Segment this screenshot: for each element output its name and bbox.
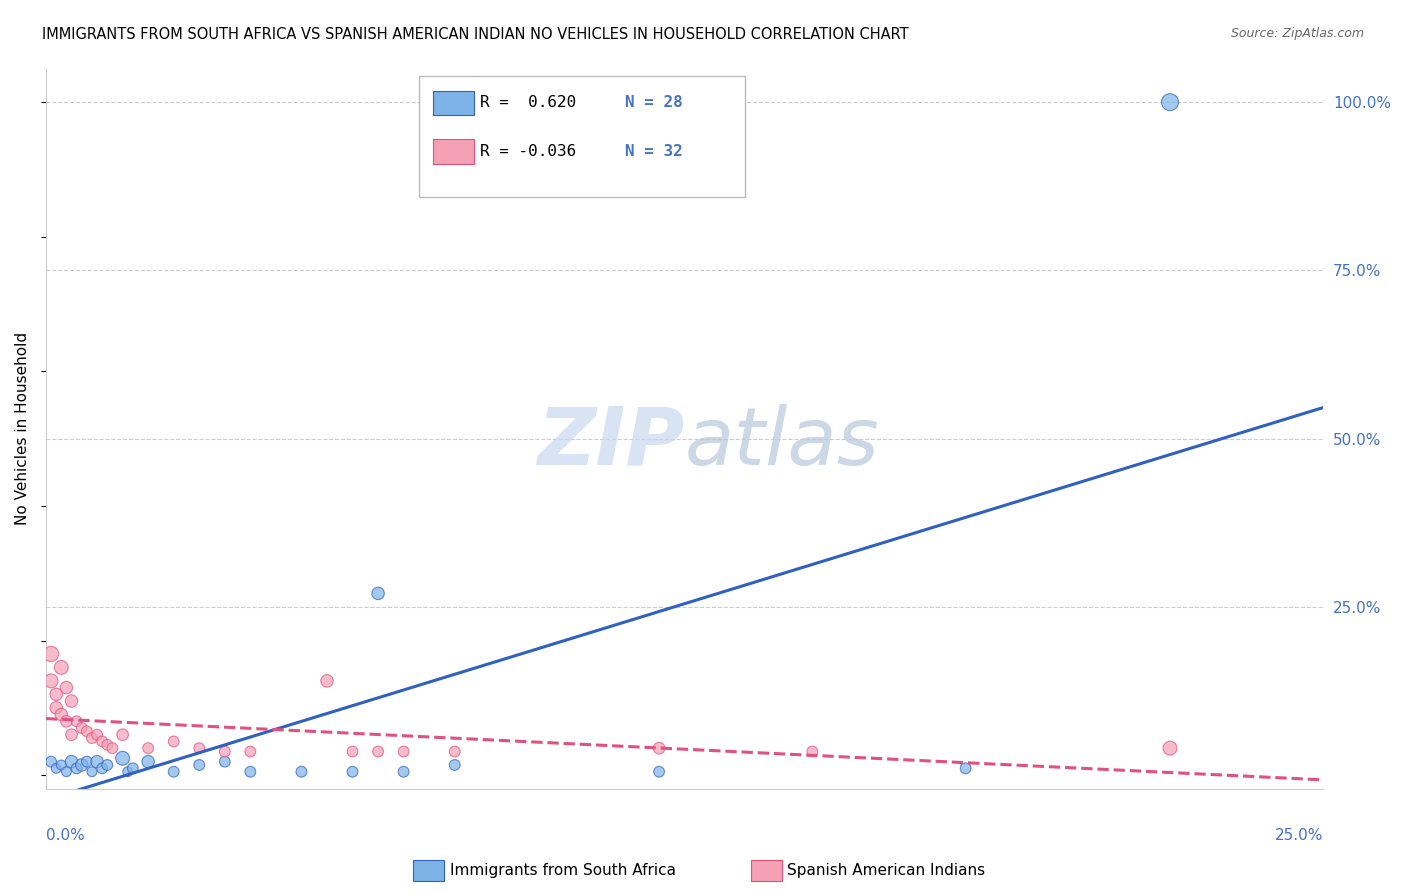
Point — [443, 758, 465, 772]
Point — [80, 764, 103, 779]
Text: R = -0.036: R = -0.036 — [481, 144, 576, 159]
Point — [955, 761, 977, 775]
Point — [342, 745, 364, 759]
Point — [51, 660, 73, 674]
FancyBboxPatch shape — [419, 76, 745, 196]
Point — [70, 758, 93, 772]
Point — [801, 745, 824, 759]
Point — [70, 721, 93, 735]
Point — [188, 741, 211, 756]
Point — [96, 758, 118, 772]
Point — [648, 764, 671, 779]
Point — [55, 764, 77, 779]
Point — [367, 745, 389, 759]
Point — [45, 700, 67, 714]
Point — [91, 761, 114, 775]
Point — [214, 755, 236, 769]
Point — [60, 755, 83, 769]
Point — [163, 734, 186, 748]
Point — [117, 764, 139, 779]
Point — [136, 741, 159, 756]
Point — [392, 764, 415, 779]
Point — [80, 731, 103, 745]
Text: atlas: atlas — [685, 404, 879, 482]
Point — [1159, 741, 1181, 756]
Point — [443, 745, 465, 759]
Point — [121, 761, 143, 775]
Point — [136, 755, 159, 769]
Point — [45, 761, 67, 775]
Point — [290, 764, 312, 779]
Point — [342, 764, 364, 779]
Point — [39, 647, 62, 661]
Point — [66, 761, 89, 775]
Point — [188, 758, 211, 772]
Text: N = 32: N = 32 — [624, 144, 682, 159]
Point — [648, 741, 671, 756]
Point — [111, 728, 134, 742]
Point — [39, 755, 62, 769]
FancyBboxPatch shape — [433, 91, 474, 115]
Point — [51, 758, 73, 772]
Text: 25.0%: 25.0% — [1275, 828, 1323, 843]
Point — [214, 745, 236, 759]
Point — [111, 751, 134, 765]
Point — [86, 728, 108, 742]
Point — [392, 745, 415, 759]
Point — [367, 586, 389, 600]
Point — [1159, 95, 1181, 110]
Text: ZIP: ZIP — [537, 404, 685, 482]
Point — [76, 755, 98, 769]
Point — [66, 714, 89, 729]
Point — [96, 738, 118, 752]
Point — [55, 714, 77, 729]
Point — [101, 741, 124, 756]
Text: IMMIGRANTS FROM SOUTH AFRICA VS SPANISH AMERICAN INDIAN NO VEHICLES IN HOUSEHOLD: IMMIGRANTS FROM SOUTH AFRICA VS SPANISH … — [42, 27, 908, 42]
Text: 0.0%: 0.0% — [46, 828, 84, 843]
Point — [76, 724, 98, 739]
FancyBboxPatch shape — [433, 139, 474, 163]
Text: R =  0.620: R = 0.620 — [481, 95, 576, 110]
Point — [86, 755, 108, 769]
Point — [60, 728, 83, 742]
Y-axis label: No Vehicles in Household: No Vehicles in Household — [15, 332, 30, 525]
Point — [60, 694, 83, 708]
Text: Source: ZipAtlas.com: Source: ZipAtlas.com — [1230, 27, 1364, 40]
Point — [51, 707, 73, 722]
Text: N = 28: N = 28 — [624, 95, 682, 110]
Point — [163, 764, 186, 779]
Point — [39, 673, 62, 688]
Point — [316, 673, 339, 688]
Text: Immigrants from South Africa: Immigrants from South Africa — [450, 863, 676, 878]
Point — [55, 681, 77, 695]
Point — [91, 734, 114, 748]
Text: Spanish American Indians: Spanish American Indians — [787, 863, 986, 878]
Point — [239, 764, 262, 779]
Point — [45, 687, 67, 701]
Point — [239, 745, 262, 759]
